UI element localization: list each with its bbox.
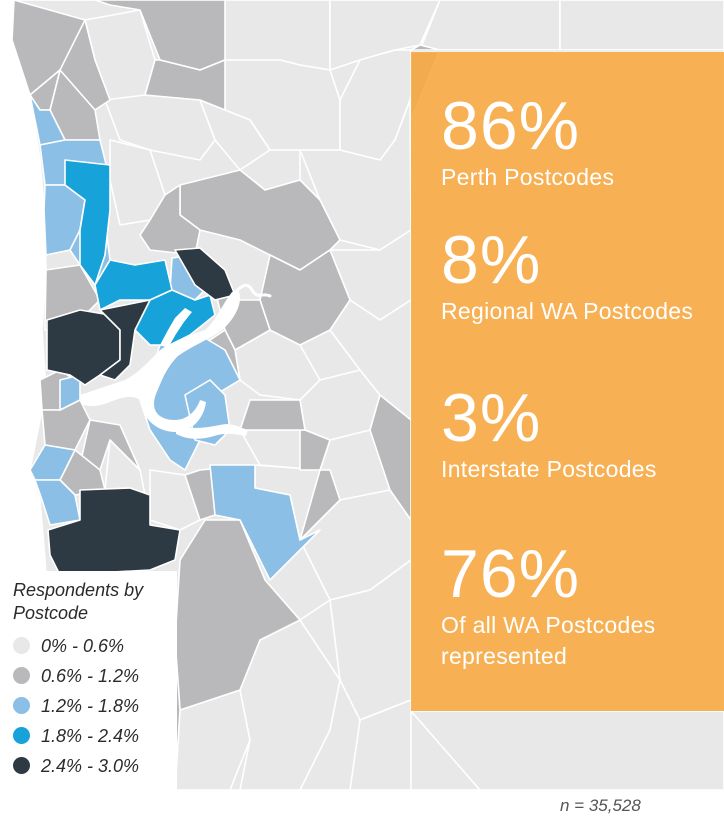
legend-swatch [13,727,30,744]
legend-label: 2.4% - 3.0% [41,756,140,776]
stat-value: 76% [441,536,581,612]
stat-wa-postcodes-represented: 76% Of all WA Postcodes represented [441,538,716,672]
map-legend: Respondents by Postcode 0% - 0.6% 0.6% -… [0,571,177,790]
stat-interstate: 3% Interstate Postcodes [441,382,716,485]
legend-swatch [13,637,30,654]
stat-value: 8% [441,222,542,298]
stat-perth-postcodes: 86% Perth Postcodes [441,90,716,193]
legend-label: 1.2% - 1.8% [41,696,140,716]
legend-title: Respondents by Postcode [13,580,144,623]
swan-river-north [160,308,192,348]
river-upper [230,283,272,298]
stat-value: 86% [441,88,581,164]
legend-label: 0.6% - 1.2% [41,666,140,686]
stat-value: 3% [441,380,542,456]
legend-label: 1.8% - 2.4% [41,726,140,746]
legend-item: 0.6% - 1.2% [13,664,173,688]
legend-swatch [13,697,30,714]
regions-band-3 [64,159,216,346]
legend-swatch [13,667,30,684]
canning-river [176,424,248,439]
legend-item: 1.8% - 2.4% [13,724,173,748]
legend-item: 1.2% - 1.8% [13,694,173,718]
stat-regional-wa: 8% Regional WA Postcodes [441,224,716,327]
stat-label: Regional WA Postcodes [441,298,694,324]
stat-label: Interstate Postcodes [441,456,657,482]
legend-item: 2.4% - 3.0% [13,754,173,778]
legend-item: 0% - 0.6% [13,634,173,658]
regions-band-0 [84,0,724,790]
regions-band-4 [46,247,236,576]
legend-label: 0% - 0.6% [41,636,125,656]
stat-label: Perth Postcodes [441,164,615,190]
sample-size: n = 35,528 [560,796,641,815]
stat-label: Of all WA Postcodes represented [441,612,656,669]
legend-swatch [13,757,30,774]
stats-panel: 86% Perth Postcodes 8% Regional WA Postc… [411,52,724,711]
swan-river [80,290,241,432]
